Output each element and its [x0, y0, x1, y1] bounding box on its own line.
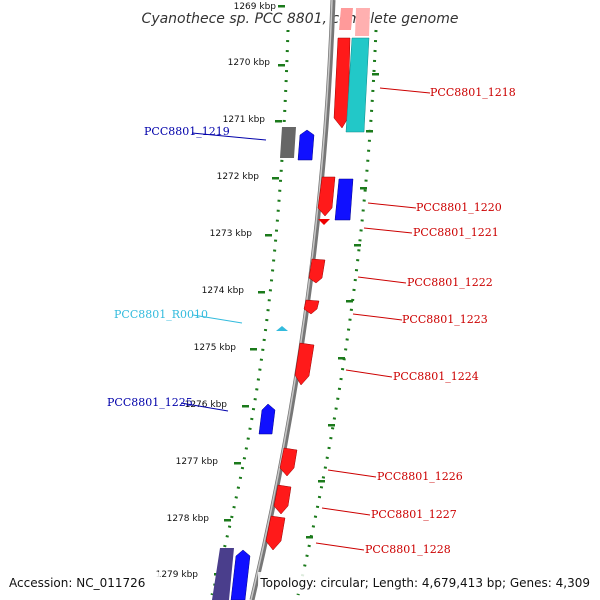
gene-pcc8801-1221	[318, 219, 330, 225]
gene-blue-feature	[230, 549, 251, 600]
gene-pcc8801-1218-cyan	[345, 37, 370, 133]
tick-label: 1271 kbp	[223, 115, 266, 125]
gene-label[interactable]: PCC8801_1223	[402, 313, 488, 326]
gene-pcc8801-1228	[265, 515, 286, 551]
gene-pcc8801-1224	[294, 342, 315, 386]
leader-line	[327, 469, 377, 478]
tick-label: 1274 kbp	[202, 286, 245, 296]
gene-slate-feature	[212, 548, 234, 600]
gene-pcc8801-1220-blue	[334, 178, 354, 221]
gene-pcc8801-1219-gray	[280, 127, 296, 158]
tick-mark	[372, 73, 379, 76]
gene-pink-feature	[339, 8, 353, 30]
tick-label: 1279 kbp	[156, 570, 199, 580]
gene-label[interactable]: PCC8801_1227	[371, 508, 457, 521]
tick-label: 1270 kbp	[228, 58, 271, 68]
outer-dotted-track	[296, 29, 378, 596]
tick-label: 1269 kbp	[234, 2, 277, 12]
gene-pcc8801-1218-red	[333, 37, 351, 129]
leader-line	[191, 132, 267, 141]
leader-line	[180, 402, 229, 412]
tick-mark	[224, 519, 231, 522]
tick-mark	[366, 130, 373, 133]
gene-pcc8801-1222	[308, 258, 326, 284]
tick-mark	[234, 462, 241, 465]
tick-mark	[328, 424, 335, 427]
tick-mark	[278, 64, 285, 67]
leader-line	[363, 227, 413, 234]
tick-mark	[354, 244, 361, 247]
gene-label[interactable]: PCC8801_1218	[430, 86, 516, 99]
tick-mark	[258, 291, 265, 294]
tick-mark	[360, 187, 367, 190]
topology-label: Topology: circular; Length: 4,679,413 bp…	[259, 576, 590, 590]
tick-label: 1275 kbp	[194, 343, 237, 353]
tick-labels: 1269 kbp 1270 kbp 1271 kbp 1272 kbp 1273…	[156, 2, 277, 580]
leader-line	[315, 542, 365, 551]
tick-label: 1277 kbp	[176, 457, 219, 467]
leader-line	[192, 314, 243, 324]
map-title: Cyanothece sp. PCC 8801, complete genome	[142, 11, 459, 27]
gene-label[interactable]: PCC8801_1222	[407, 276, 493, 289]
tick-mark	[265, 234, 272, 237]
topology-backdrop	[258, 572, 600, 592]
tick-mark	[275, 120, 282, 123]
gene-pink-feature	[355, 8, 370, 36]
gene-label[interactable]: PCC8801_1224	[393, 370, 479, 383]
rna-pcc8801-r0010	[276, 326, 288, 331]
tick-mark	[338, 357, 345, 360]
genome-backbone	[249, 0, 336, 600]
tick-mark	[242, 405, 249, 408]
gene-label[interactable]: PCC8801_1220	[416, 201, 502, 214]
gene-label[interactable]: PCC8801_1219	[144, 125, 230, 138]
leader-line	[321, 507, 371, 516]
leader-line	[357, 276, 407, 284]
gene-label[interactable]: PCC8801_1226	[377, 470, 463, 483]
gene-pcc8801-1220-red	[317, 176, 336, 217]
gene-label[interactable]: PCC8801_1221	[413, 226, 499, 239]
accession-label: Accession: NC_011726	[9, 576, 145, 590]
tick-label: 1276 kbp	[185, 400, 228, 410]
tick-label: 1272 kbp	[217, 172, 260, 182]
gene-pcc8801-1226	[279, 447, 298, 477]
gene-labels: PCC8801_1218 PCC8801_1219 PCC8801_1220 P…	[107, 86, 516, 556]
gene-features	[212, 8, 370, 600]
gene-label[interactable]: PCC8801_1228	[365, 543, 451, 556]
tick-mark	[250, 348, 257, 351]
leader-line	[345, 369, 393, 378]
gene-label[interactable]: PCC8801_R0010	[114, 308, 208, 321]
accession-backdrop	[0, 572, 160, 592]
leader-lines	[180, 87, 431, 551]
gene-pcc8801-1225	[258, 403, 276, 435]
leader-line	[367, 202, 417, 209]
leader-line	[379, 87, 431, 94]
tick-label: 1273 kbp	[210, 229, 253, 239]
gene-label[interactable]: PCC8801_1225	[107, 396, 193, 409]
inner-dotted-track	[210, 29, 290, 596]
tick-label: 1278 kbp	[167, 514, 210, 524]
tick-mark	[318, 480, 325, 483]
tick-mark	[306, 536, 313, 539]
gene-pcc8801-1223	[303, 299, 320, 315]
leader-line	[352, 313, 403, 321]
gene-pcc8801-1227	[273, 484, 292, 515]
gene-pcc8801-1219	[297, 129, 315, 161]
tick-mark	[346, 300, 353, 303]
tick-mark	[278, 5, 285, 8]
tick-mark	[272, 177, 279, 180]
